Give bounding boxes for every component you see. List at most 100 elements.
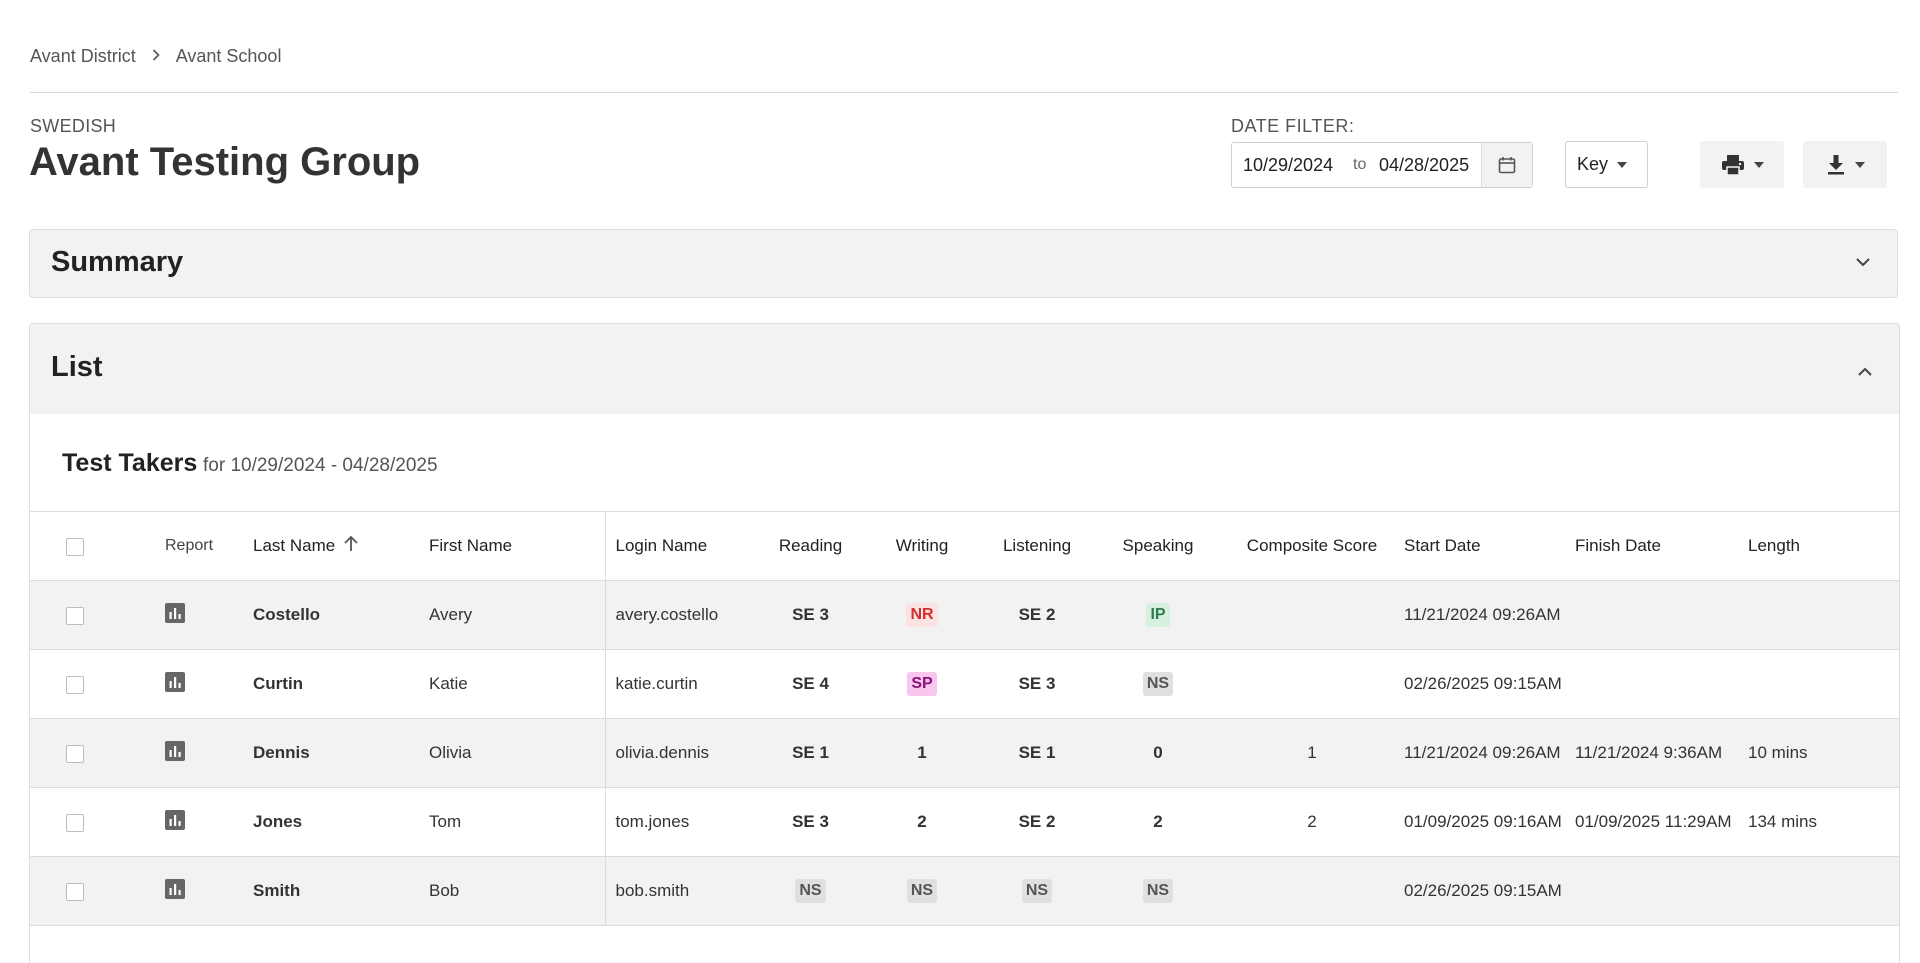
row-select-cell: [30, 856, 165, 926]
first-name-cell: Tom: [429, 787, 605, 857]
printer-icon: [1721, 154, 1744, 176]
column-header-first-name[interactable]: First Name: [429, 511, 605, 581]
login-name-cell: bob.smith: [604, 856, 757, 926]
column-header-last-name[interactable]: Last Name: [253, 511, 429, 581]
writing-status-badge: NS: [906, 879, 938, 903]
bar-chart-icon[interactable]: [165, 809, 185, 835]
composite-score-cell: [1222, 580, 1402, 650]
listening-cell: SE 2: [980, 580, 1094, 650]
breadcrumb-district-link[interactable]: Avant District: [30, 46, 136, 66]
first-name-cell: Bob: [429, 856, 605, 926]
bar-chart-icon[interactable]: [165, 878, 185, 904]
row-checkbox[interactable]: [66, 882, 84, 901]
column-header-reading[interactable]: Reading: [757, 511, 864, 581]
row-select-cell: [30, 718, 165, 788]
report-cell: [165, 787, 253, 857]
key-button-label: Key: [1577, 154, 1609, 174]
select-all-cell: [30, 511, 165, 581]
list-panel-body: Test Takers for 10/29/2024 - 04/28/2025 …: [29, 414, 1900, 963]
column-header-start-date[interactable]: Start Date: [1402, 511, 1575, 581]
column-header-login-name[interactable]: Login Name: [604, 511, 757, 581]
finish-date-cell: [1575, 649, 1748, 719]
writing-cell: NS: [864, 856, 980, 926]
test-takers-date-range: for 10/29/2024 - 04/28/2025: [203, 455, 438, 476]
speaking-cell: NS: [1094, 856, 1222, 926]
speaking-cell: 0: [1094, 718, 1222, 788]
date-from-field[interactable]: 10/29/2024: [1243, 154, 1334, 175]
row-checkbox[interactable]: [66, 606, 84, 625]
reading-score: SE 4: [792, 674, 829, 693]
speaking-score: 0: [1153, 743, 1163, 762]
header-divider: [30, 92, 1898, 93]
download-dropdown-button[interactable]: [1803, 141, 1887, 188]
listening-cell: NS: [980, 856, 1094, 926]
column-header-speaking[interactable]: Speaking: [1094, 511, 1222, 581]
table-row: Jones Tom tom.jones SE 3 2 SE 2 2 2 01/09/2025 0…: [30, 787, 1899, 857]
table-row: Curtin Katie katie.curtin SE 4 SP SE 3 NS 02/26…: [30, 649, 1899, 719]
column-header-writing[interactable]: Writing: [864, 511, 980, 581]
row-checkbox[interactable]: [66, 675, 84, 694]
reading-cell: NS: [757, 856, 864, 926]
length-cell: 10 mins: [1748, 718, 1899, 788]
calendar-icon[interactable]: [1481, 143, 1532, 187]
summary-panel-header[interactable]: Summary: [29, 229, 1898, 298]
bar-chart-icon[interactable]: [165, 671, 185, 697]
login-name-cell: tom.jones: [604, 787, 757, 857]
list-panel-header[interactable]: List: [29, 323, 1900, 415]
column-header-report: Report: [165, 511, 253, 581]
listening-score: SE 2: [1018, 605, 1056, 624]
last-name-header-label: Last Name: [253, 535, 336, 555]
login-name-cell: katie.curtin: [604, 649, 757, 719]
last-name-cell: Jones: [253, 787, 429, 857]
column-header-composite-score[interactable]: Composite Score: [1222, 511, 1402, 581]
bar-chart-icon[interactable]: [165, 740, 185, 766]
sort-ascending-icon[interactable]: [343, 535, 359, 558]
date-filter-label: DATE FILTER:: [1231, 116, 1355, 136]
listening-score: SE 2: [1018, 812, 1056, 831]
listening-cell: SE 2: [980, 787, 1094, 857]
language-label: SWEDISH: [30, 116, 117, 136]
length-cell: 134 mins: [1748, 787, 1899, 857]
column-header-length[interactable]: Length: [1748, 511, 1899, 581]
listening-status-badge: NS: [1021, 879, 1053, 903]
date-range-picker[interactable]: 10/29/2024 to 04/28/2025: [1231, 142, 1533, 188]
breadcrumb-school-link[interactable]: Avant School: [175, 46, 282, 66]
date-to-label: to: [1353, 156, 1367, 173]
report-cell: [165, 856, 253, 926]
login-name-cell: avery.costello: [604, 580, 757, 650]
row-checkbox[interactable]: [66, 813, 84, 832]
column-header-listening[interactable]: Listening: [980, 511, 1094, 581]
speaking-score: 2: [1153, 812, 1163, 831]
bar-chart-icon[interactable]: [165, 602, 185, 628]
speaking-status-badge: NS: [1142, 672, 1174, 696]
chevron-up-icon[interactable]: [1857, 364, 1873, 382]
speaking-cell: IP: [1094, 580, 1222, 650]
key-dropdown-button[interactable]: Key: [1565, 141, 1648, 188]
column-header-finish-date[interactable]: Finish Date: [1575, 511, 1748, 581]
speaking-status-badge: NS: [1142, 879, 1174, 903]
report-cell: [165, 718, 253, 788]
reading-cell: SE 3: [757, 580, 864, 650]
first-name-cell: Olivia: [429, 718, 605, 788]
date-to-field[interactable]: 04/28/2025: [1379, 154, 1470, 175]
reading-score: SE 3: [792, 812, 829, 831]
listening-cell: SE 1: [980, 718, 1094, 788]
reading-status-badge: NS: [795, 879, 826, 903]
start-date-cell: 11/21/2024 09:26AM: [1402, 718, 1575, 788]
row-select-cell: [30, 787, 165, 857]
table-row: Dennis Olivia olivia.dennis SE 1 1 SE 1 0 1 11/2…: [30, 718, 1899, 788]
first-name-cell: Avery: [429, 580, 605, 650]
login-name-cell: olivia.dennis: [604, 718, 757, 788]
caret-down-icon: [1617, 161, 1628, 168]
table-header-row: Report Last Name First Name Login Name R…: [30, 511, 1899, 581]
test-takers-table: Report Last Name First Name Login Name R…: [30, 511, 1899, 926]
select-all-checkbox[interactable]: [66, 537, 84, 556]
last-name-cell: Costello: [253, 580, 429, 650]
writing-score: 2: [917, 812, 927, 831]
speaking-cell: 2: [1094, 787, 1222, 857]
row-checkbox[interactable]: [66, 744, 84, 763]
print-dropdown-button[interactable]: [1700, 141, 1784, 188]
length-cell: [1748, 856, 1899, 926]
chevron-down-icon[interactable]: [1855, 254, 1871, 272]
caret-down-icon: [1854, 161, 1865, 168]
